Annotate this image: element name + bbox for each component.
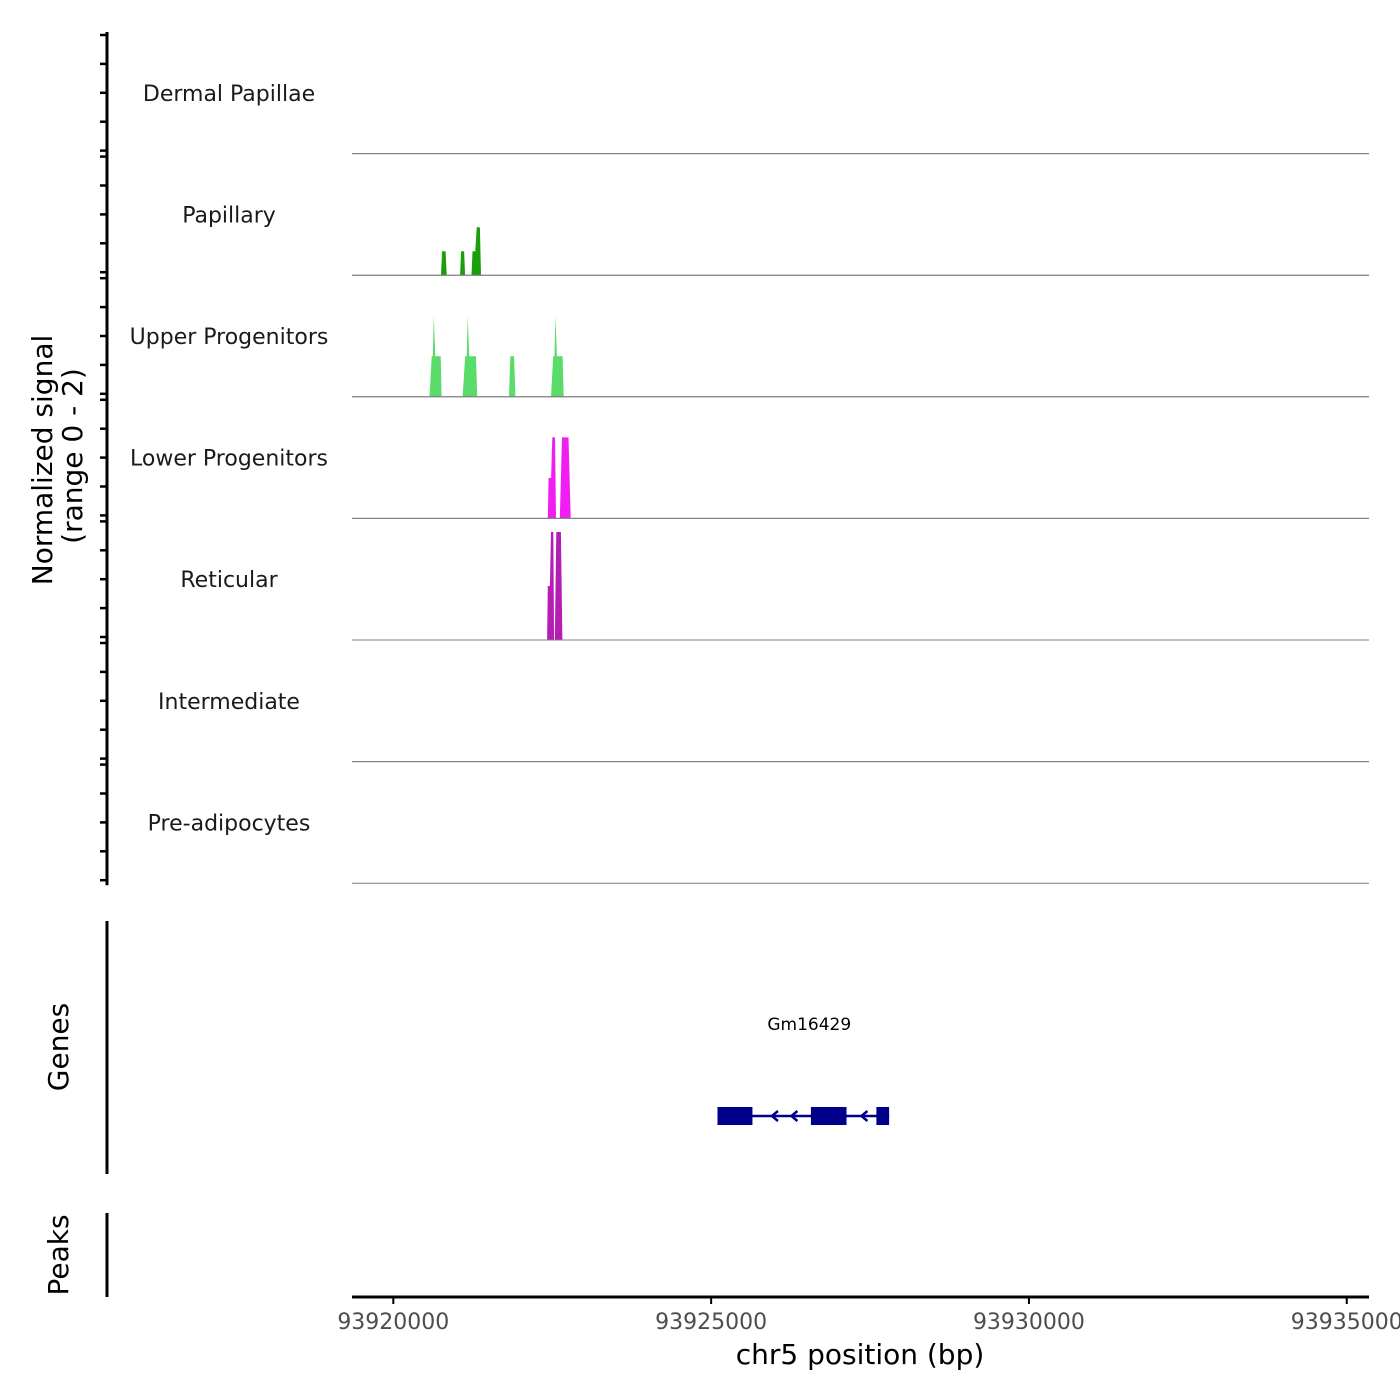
signal-y-axis (100, 32, 109, 886)
strand-arrow-icon (859, 1110, 869, 1122)
track-intermediate: Intermediate (158, 639, 1369, 763)
strand-arrow-icon (769, 1110, 779, 1122)
track-pre-adipocytes: Pre-adipocytes (148, 761, 1369, 884)
track-label: Lower Progenitors (130, 447, 328, 472)
signal-peak (547, 532, 555, 640)
gene-track: Gm16429 (717, 1015, 890, 1125)
track-label: Upper Progenitors (130, 325, 329, 350)
signal-peak (460, 251, 466, 276)
track-label: Pre-adipocytes (148, 811, 311, 836)
track-dermal-papillae: Dermal Papillae (143, 82, 1369, 155)
x-tick-label: 93920000 (337, 1310, 449, 1335)
signal-peak (441, 251, 447, 276)
x-axis: 93920000 93925000 93930000 93935000 (337, 1295, 1400, 1335)
signal-peak (471, 227, 481, 276)
track-label: Dermal Papillae (143, 82, 315, 107)
signal-peak (429, 315, 442, 397)
gene-exon (717, 1107, 753, 1125)
x-tick-label: 93935000 (1291, 1310, 1400, 1335)
signal-peak (559, 437, 571, 519)
x-tick-label: 93925000 (655, 1310, 767, 1335)
y-axis-title: Normalized signal (26, 335, 59, 586)
track-label: Papillary (182, 203, 276, 228)
x-tick-label: 93930000 (973, 1310, 1085, 1335)
track-reticular: Reticular (180, 517, 1369, 641)
y-axis-subtitle: (range 0 - 2) (56, 368, 89, 544)
gene-exon (810, 1107, 847, 1125)
track-label: Reticular (180, 568, 278, 593)
track-papillary: Papillary (182, 153, 1369, 276)
gene-model: Gm16429 (717, 1015, 890, 1125)
coverage-tracks: Dermal Papillae Papillary Upper Progenitor… (130, 82, 1369, 884)
gene-name-label: Gm16429 (767, 1015, 851, 1035)
signal-peak (554, 532, 563, 640)
x-axis-title: chr5 position (bp) (736, 1338, 985, 1371)
strand-arrow-icon (789, 1110, 799, 1122)
peaks-track-label: Peaks (42, 1214, 75, 1295)
signal-peak (509, 356, 516, 397)
genes-track-label: Genes (42, 1003, 75, 1091)
track-upper-progenitors: Upper Progenitors (130, 274, 1369, 398)
gene-exon (876, 1107, 890, 1125)
track-label: Intermediate (158, 690, 300, 715)
signal-peak (547, 437, 556, 519)
signal-peak (551, 315, 564, 397)
track-lower-progenitors: Lower Progenitors (130, 396, 1369, 519)
signal-peak (462, 315, 478, 397)
